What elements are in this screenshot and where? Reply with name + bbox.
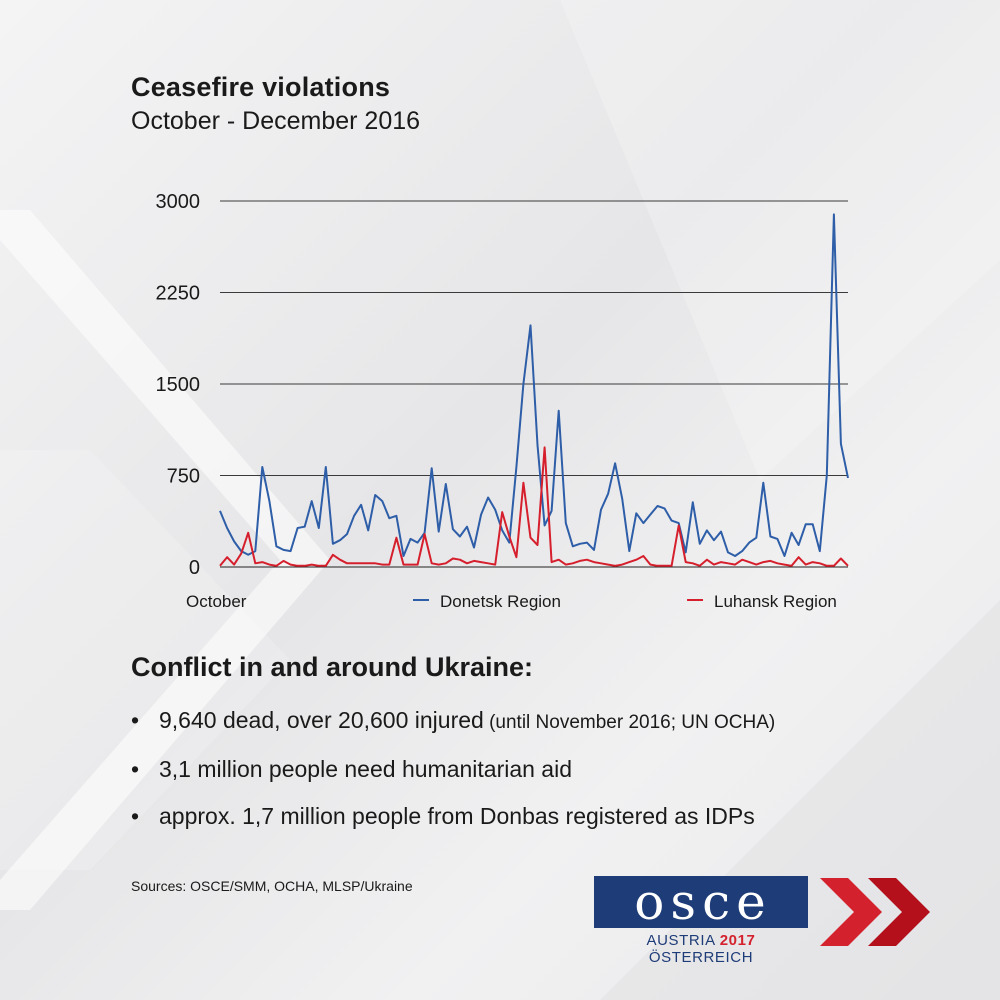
- sources-note: Sources: OSCE/SMM, OCHA, MLSP/Ukraine: [131, 878, 413, 894]
- chart-title: Ceasefire violations: [131, 72, 391, 102]
- logo-letter: c: [702, 873, 733, 931]
- chart-subtitle: October - December 2016: [131, 107, 421, 135]
- x-tick-label: October: [186, 592, 247, 611]
- y-tick-label: 2250: [156, 283, 201, 305]
- logo-letter: e: [736, 873, 768, 931]
- facts-heading: Conflict in and around Ukraine:: [131, 652, 534, 682]
- series-line-luhansk: [219, 446, 849, 567]
- fact-item: • 3,1 million people need humanitarian ai…: [131, 756, 572, 783]
- fact-item: • approx. 1,7 million people from Donbas …: [131, 803, 755, 830]
- logo-sub-year: 2017: [719, 932, 756, 949]
- logo-sub-left: AUSTRIA: [646, 932, 715, 949]
- bullet-icon: •: [131, 707, 140, 733]
- fact-text: 9,640 dead, over 20,600 injured: [159, 707, 484, 733]
- bullet-icon: •: [131, 803, 140, 829]
- fact-note: (until November 2016; UN OCHA): [483, 712, 776, 733]
- y-tick-label: 3000: [156, 191, 201, 213]
- fact-text: approx. 1,7 million people from Donbas r…: [159, 803, 755, 829]
- logo-letter: o: [634, 873, 667, 931]
- y-tick-label: 0: [189, 557, 200, 579]
- fact-text: 3,1 million people need humanitarian aid: [159, 756, 573, 782]
- logo-sub-right: ÖSTERREICH: [648, 949, 754, 966]
- red-chevrons-icon: [820, 878, 930, 946]
- y-tick-label: 750: [167, 466, 200, 488]
- y-tick-label: 1500: [156, 374, 201, 396]
- fact-item: • 9,640 dead, over 20,600 injured (until …: [131, 707, 775, 734]
- legend-label: Luhansk Region: [714, 592, 837, 611]
- osce-chairmanship-label: AUSTRIA 2017 ÖSTERREICH: [594, 932, 808, 966]
- bullet-icon: •: [131, 756, 140, 782]
- logo-letter: s: [670, 873, 699, 931]
- legend-label: Donetsk Region: [440, 592, 561, 611]
- series-line-donetsk: [219, 213, 849, 557]
